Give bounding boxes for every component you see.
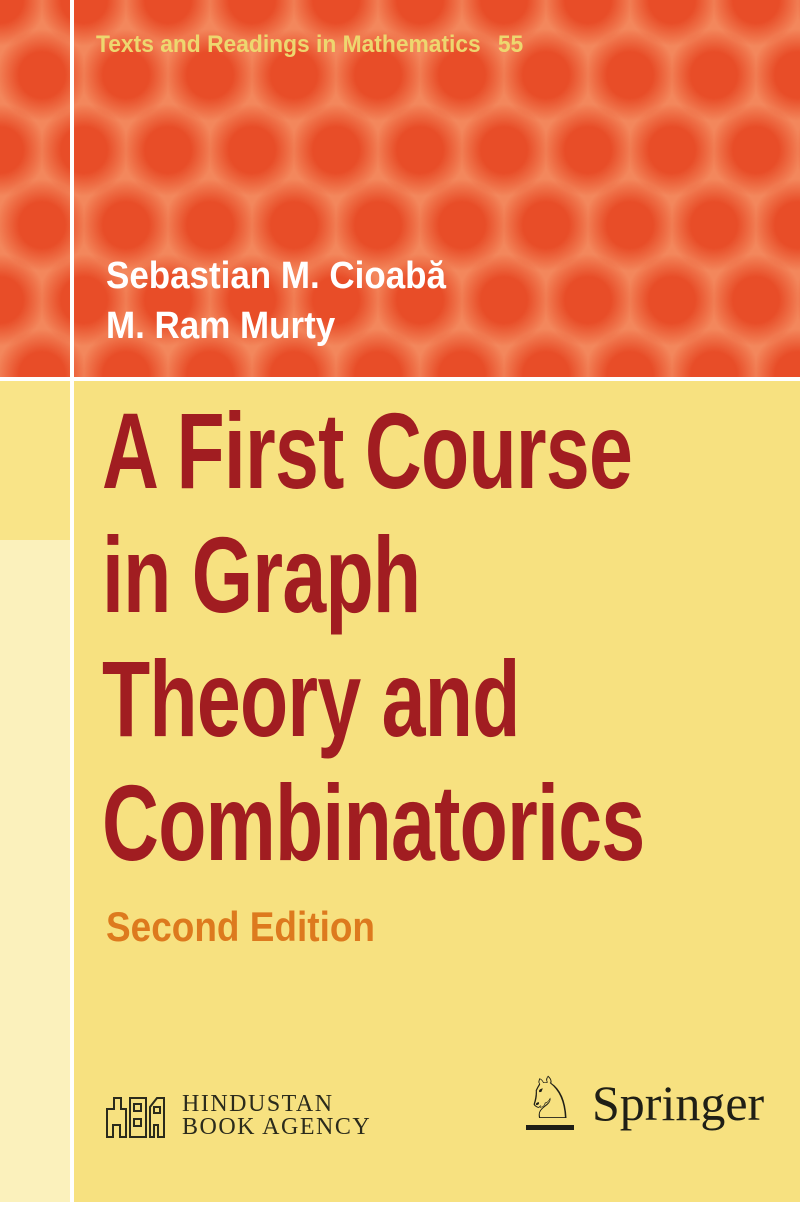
- title-line-1: A First Course: [102, 390, 633, 511]
- edition-label: Second Edition: [106, 903, 412, 951]
- series-title: Texts and Readings in Mathematics 55: [96, 29, 546, 61]
- bottom-edge-line: [0, 1202, 800, 1205]
- springer-name: Springer: [592, 1075, 765, 1131]
- title-line-3: Theory and: [102, 638, 520, 759]
- edition-text: Second Edition: [106, 903, 375, 950]
- authors-block: Sebastian M. Cioabă M. Ram Murty: [106, 251, 476, 351]
- spine-divider-line: [70, 0, 74, 1205]
- spine-strip-pale: [0, 540, 70, 1205]
- book-title: A First Course in Graph Theory and Combi…: [102, 389, 800, 885]
- title-line-4: Combinatorics: [102, 762, 645, 883]
- header-divider-line: [0, 377, 800, 381]
- cover-header-pattern: Texts and Readings in Mathematics 55 Seba…: [0, 0, 800, 379]
- hba-logo: HINDUSTAN BOOK AGENCY: [104, 1092, 371, 1140]
- knight-glyph: ♘: [524, 1064, 576, 1132]
- series-number: 55: [497, 31, 524, 58]
- hba-logo-text: HINDUSTAN BOOK AGENCY: [182, 1091, 372, 1140]
- series-title-text: Texts and Readings in Mathematics 55: [96, 29, 523, 61]
- springer-knight-icon: ♘: [524, 1064, 576, 1132]
- springer-logo: ♘ Springer: [524, 1064, 765, 1132]
- hba-name-line-2: BOOK AGENCY: [182, 1114, 372, 1140]
- spine-strip-yellow: [0, 379, 70, 540]
- series-name: Texts and Readings in Mathematics: [96, 31, 481, 58]
- title-line-2: in Graph: [102, 514, 421, 635]
- knight-baseline-bar: [526, 1125, 574, 1130]
- hba-name-line-1: HINDUSTAN: [182, 1091, 334, 1117]
- author-name-2: M. Ram Murty: [106, 305, 336, 347]
- hba-building-icon: [106, 1097, 165, 1138]
- author-name-1: Sebastian M. Cioabă: [106, 255, 446, 297]
